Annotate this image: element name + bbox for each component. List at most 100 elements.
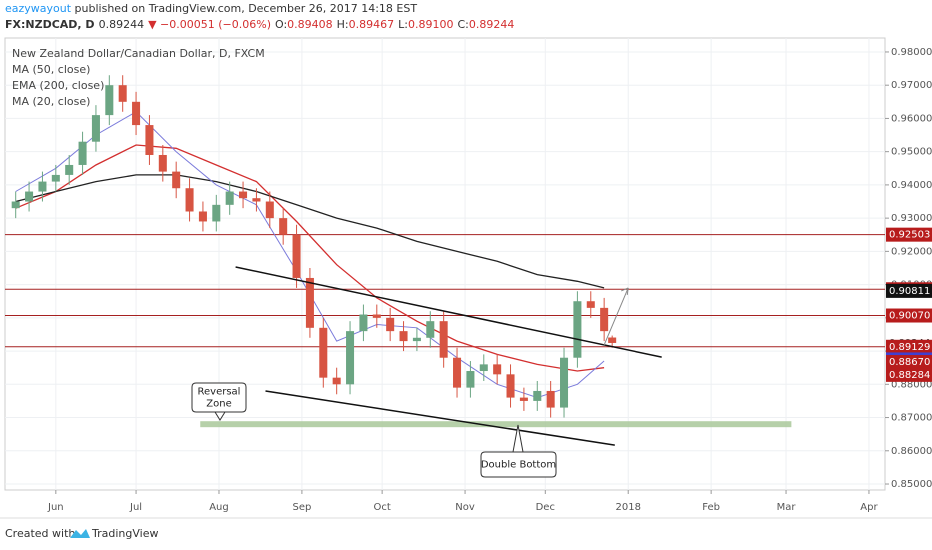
candle-body (212, 204, 221, 222)
candle-body (105, 85, 114, 116)
arrow-head (621, 287, 629, 295)
candle-body (225, 191, 234, 205)
x-tick-label: Apr (860, 502, 878, 513)
price-label-box (886, 283, 932, 298)
tv-logo (70, 529, 90, 538)
annotation-text: Double Bottom (481, 460, 556, 471)
price-label: 0.90070 (889, 311, 930, 322)
o-val: 0.89408 (287, 18, 333, 31)
candle-body (292, 234, 301, 278)
x-tick-label: Nov (455, 502, 475, 513)
candle-body (386, 317, 395, 332)
candle-body (426, 321, 435, 338)
legend-entry: MA (20, close) (12, 95, 90, 108)
y-tick-label: 0.87000 (891, 413, 932, 424)
ma-line (15, 144, 605, 372)
header-line-2: FX:NZDCAD, D 0.89244 ▼ −0.00051 (−0.06%) O:… (5, 18, 514, 31)
legend-entry: MA (50, close) (12, 63, 90, 76)
price-label: 0.90811 (889, 286, 930, 297)
candle-body (546, 390, 555, 408)
candle-body (118, 85, 127, 102)
x-tick-label: Sep (292, 502, 311, 513)
candle-body (600, 307, 609, 332)
x-tick-label: Feb (702, 502, 720, 513)
author[interactable]: eazywayout (5, 2, 72, 15)
candle-body (608, 337, 617, 343)
callout (480, 424, 557, 478)
last-price: 0.89244 (99, 18, 145, 31)
footer-created: Created with (5, 527, 75, 540)
c-val: 0.89244 (469, 18, 515, 31)
published: published on TradingView.com, December 2… (71, 2, 417, 15)
price-label: 0.88670 (889, 357, 930, 368)
candle-body (493, 364, 502, 375)
h-val: 0.89467 (349, 18, 395, 31)
y-tick-label: 0.98000 (891, 47, 932, 58)
candle-body (479, 364, 488, 372)
l-val: 0.89100 (408, 18, 454, 31)
price-label: 0.92503 (889, 230, 930, 241)
symbol: FX:NZDCAD, D (5, 18, 95, 31)
x-tick-label: Dec (536, 502, 555, 513)
legend-entry: EMA (200, close) (12, 79, 104, 92)
plot-frame (4, 37, 886, 491)
candle-body (346, 331, 355, 385)
candle-body (519, 397, 528, 401)
plot (5, 38, 885, 490)
y-tick-label: 0.97000 (891, 80, 932, 91)
candle-body (145, 125, 154, 155)
candle-body (91, 115, 100, 142)
candle-body (198, 211, 207, 222)
price-label-box (886, 367, 932, 382)
candle-body (252, 198, 261, 202)
candle-body (185, 188, 194, 212)
footer-brand[interactable]: TradingView (91, 527, 158, 540)
header-line-1: eazywayout published on TradingView.com,… (5, 2, 417, 15)
price-label-box (886, 308, 932, 323)
projection-arrow (603, 287, 629, 346)
trendline (265, 390, 615, 446)
y-tick-label: 0.93000 (891, 213, 932, 224)
change: ▼ −0.00051 (−0.06%) (148, 18, 271, 31)
y-tick-label: 0.96000 (891, 113, 932, 124)
y-tick-label: 0.88000 (891, 379, 932, 390)
candle-body (466, 371, 475, 388)
x-tick-label: Jul (129, 502, 142, 513)
h-key: H: (337, 18, 349, 31)
candle-body (586, 301, 595, 308)
candle-body (78, 141, 87, 165)
annotation-text: Reversal (198, 387, 241, 398)
candle-body (453, 357, 462, 388)
candle-body (305, 277, 314, 328)
price-label-box (886, 227, 932, 242)
y-tick-label: 0.86000 (891, 446, 932, 457)
candle-body (332, 377, 341, 385)
annotation-text: Zone (206, 399, 231, 410)
candle-body (158, 154, 167, 172)
trendline (235, 266, 662, 358)
candle-body (412, 337, 421, 342)
candle-body (239, 191, 248, 199)
c-key: C: (457, 18, 468, 31)
candle-body (279, 218, 288, 235)
y-tick-label: 0.85000 (891, 479, 932, 490)
x-tick-label: Oct (373, 502, 390, 513)
x-tick-label: 2018 (615, 502, 640, 513)
price-label-box (886, 355, 932, 370)
candle-body (319, 327, 328, 378)
price-label: 0.88284 (889, 370, 930, 381)
l-key: L: (398, 18, 408, 31)
candle-body (573, 301, 582, 358)
x-tick-label: Aug (209, 502, 229, 513)
candle-body (439, 321, 448, 358)
o-key: O: (275, 18, 287, 31)
candle-body (265, 201, 274, 219)
candle-body (399, 331, 408, 342)
candle-body (65, 164, 74, 175)
reversal-zone (200, 421, 792, 428)
candle-body (533, 390, 542, 401)
candle-body (172, 171, 181, 189)
candle-body (372, 314, 381, 318)
